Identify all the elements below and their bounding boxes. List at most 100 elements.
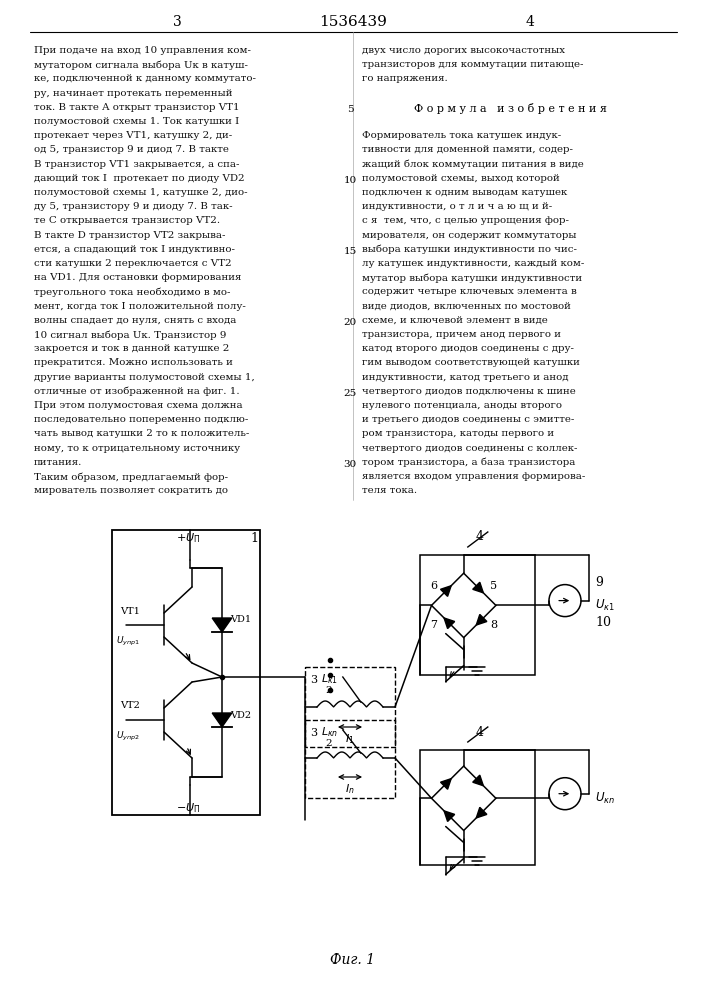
Polygon shape: [440, 779, 451, 789]
Text: 2: 2: [325, 686, 332, 695]
Text: 20: 20: [344, 318, 356, 327]
Polygon shape: [212, 713, 232, 727]
Text: мирователя, он содержит коммутаторы: мирователя, он содержит коммутаторы: [362, 231, 576, 240]
Text: индуктивности, катод третьего и анод: индуктивности, катод третьего и анод: [362, 373, 568, 382]
Text: содержит четыре ключевых элемента в: содержит четыре ключевых элемента в: [362, 287, 577, 296]
Text: тором транзистора, а база транзистора: тором транзистора, а база транзистора: [362, 458, 575, 467]
Text: питания.: питания.: [34, 458, 83, 467]
Text: четвертого диодов подключены к шине: четвертого диодов подключены к шине: [362, 387, 575, 396]
Text: ром транзистора, катоды первого и: ром транзистора, катоды первого и: [362, 429, 554, 438]
Text: Формирователь тока катушек индук-: Формирователь тока катушек индук-: [362, 131, 561, 140]
Text: VD2: VD2: [230, 710, 251, 720]
Text: 5: 5: [346, 105, 354, 114]
Text: 9: 9: [595, 576, 603, 589]
Text: $I_1$: $I_1$: [345, 732, 355, 746]
Text: 8: 8: [490, 619, 497, 630]
Text: $U_{упр2}$: $U_{упр2}$: [116, 729, 140, 743]
Text: 4: 4: [476, 530, 484, 544]
Polygon shape: [473, 775, 484, 786]
Text: жащий блок коммутации питания в виде: жащий блок коммутации питания в виде: [362, 160, 584, 169]
Text: 1536439: 1536439: [319, 15, 387, 29]
Text: од 5, транзистор 9 и диод 7. В такте: од 5, транзистор 9 и диод 7. В такте: [34, 145, 229, 154]
Text: лу катушек индуктивности, каждый ком-: лу катушек индуктивности, каждый ком-: [362, 259, 585, 268]
Text: и третьего диодов соединены с эмитте-: и третьего диодов соединены с эмитте-: [362, 415, 574, 424]
Text: 1: 1: [250, 532, 258, 544]
Text: ке, подключенной к данному коммутато-: ке, подключенной к данному коммутато-: [34, 74, 256, 83]
Bar: [420, 555, 535, 675]
Text: полумостовой схемы, выход которой: полумостовой схемы, выход которой: [362, 174, 560, 183]
Text: транзисторов для коммутации питающе-: транзисторов для коммутации питающе-: [362, 60, 583, 69]
Text: Ф о р м у л а   и з о б р е т е н и я: Ф о р м у л а и з о б р е т е н и я: [414, 103, 607, 114]
Text: При подаче на вход 10 управления ком-: При подаче на вход 10 управления ком-: [34, 46, 251, 55]
Text: полумостовой схемы 1, катушке 2, дио-: полумостовой схемы 1, катушке 2, дио-: [34, 188, 247, 197]
Text: на VD1. Для остановки формирования: на VD1. Для остановки формирования: [34, 273, 241, 282]
Text: 4: 4: [525, 15, 534, 29]
Text: VD1: VD1: [230, 615, 251, 624]
Text: 25: 25: [344, 389, 356, 398]
Bar: [420, 750, 535, 865]
Text: индуктивности, о т л и ч а ю щ и й-: индуктивности, о т л и ч а ю щ и й-: [362, 202, 552, 211]
Text: с я  тем, что, с целью упрощения фор-: с я тем, что, с целью упрощения фор-: [362, 216, 569, 225]
Text: мутатором сигнала выбора Uк в катуш-: мутатором сигнала выбора Uк в катуш-: [34, 60, 248, 70]
Text: При этом полумостовая схема должна: При этом полумостовая схема должна: [34, 401, 243, 410]
Text: те C открывается транзистор VT2.: те C открывается транзистор VT2.: [34, 216, 220, 225]
Text: $U_{упр1}$: $U_{упр1}$: [116, 634, 140, 648]
Text: ному, то к отрицательному источнику: ному, то к отрицательному источнику: [34, 444, 240, 453]
Text: 7: 7: [431, 619, 438, 630]
Text: $U_{\kappa1}$: $U_{\kappa1}$: [595, 598, 615, 613]
Text: 15: 15: [344, 247, 356, 256]
Bar: [112, 530, 260, 815]
Text: сти катушки 2 переключается с VT2: сти катушки 2 переключается с VT2: [34, 259, 232, 268]
Polygon shape: [440, 586, 451, 596]
Text: 6: 6: [431, 581, 438, 591]
Text: подключен к одним выводам катушек: подключен к одним выводам катушек: [362, 188, 567, 197]
Text: протекает через VT1, катушку 2, ди-: протекает через VT1, катушку 2, ди-: [34, 131, 233, 140]
Text: 3: 3: [310, 728, 317, 738]
Text: другие варианты полумостовой схемы 1,: другие варианты полумостовой схемы 1,: [34, 373, 255, 382]
Text: $L_{\kappa n}$: $L_{\kappa n}$: [321, 725, 338, 739]
Text: Фиг. 1: Фиг. 1: [330, 953, 375, 967]
Text: ду 5, транзистору 9 и диоду 7. В так-: ду 5, транзистору 9 и диоду 7. В так-: [34, 202, 233, 211]
Text: +$U_\Pi$: +$U_\Pi$: [176, 531, 200, 545]
Text: прекратится. Можно использовать и: прекратится. Можно использовать и: [34, 358, 233, 367]
Text: транзистора, причем анод первого и: транзистора, причем анод первого и: [362, 330, 561, 339]
Bar: [305, 720, 395, 798]
Text: мент, когда ток I положительной полу-: мент, когда ток I положительной полу-: [34, 302, 246, 311]
Text: четвертого диодов соединены с коллек-: четвертого диодов соединены с коллек-: [362, 444, 578, 453]
Text: мутатор выбора катушки индуктивности: мутатор выбора катушки индуктивности: [362, 273, 582, 283]
Text: отличные от изображенной на фиг. 1.: отличные от изображенной на фиг. 1.: [34, 387, 240, 396]
Polygon shape: [444, 618, 455, 629]
Text: теля тока.: теля тока.: [362, 486, 417, 495]
Text: нулевого потенциала, аноды второго: нулевого потенциала, аноды второго: [362, 401, 562, 410]
Text: ток. В такте A открыт транзистор VT1: ток. В такте A открыт транзистор VT1: [34, 103, 240, 112]
Text: ру, начинает протекать переменный: ру, начинает протекать переменный: [34, 89, 233, 98]
Polygon shape: [473, 582, 484, 593]
Text: виде диодов, включенных по мостовой: виде диодов, включенных по мостовой: [362, 302, 571, 311]
Text: последовательно попеременно подклю-: последовательно попеременно подклю-: [34, 415, 248, 424]
Text: треугольного тока необходимо в мо-: треугольного тока необходимо в мо-: [34, 287, 230, 297]
Text: 3: 3: [310, 675, 317, 685]
Text: В такте D транзистор VT2 закрыва-: В такте D транзистор VT2 закрыва-: [34, 231, 226, 240]
Polygon shape: [444, 811, 455, 821]
Polygon shape: [477, 807, 487, 818]
Text: VT2: VT2: [120, 702, 140, 710]
Text: $L_{\kappa1}$: $L_{\kappa1}$: [321, 672, 338, 686]
Text: мирователь позволяет сократить до: мирователь позволяет сократить до: [34, 486, 228, 495]
Text: чать вывод катушки 2 то к положитель-: чать вывод катушки 2 то к положитель-: [34, 429, 250, 438]
Text: тивности для доменной памяти, содер-: тивности для доменной памяти, содер-: [362, 145, 573, 154]
Polygon shape: [477, 614, 487, 625]
Text: 4: 4: [476, 726, 484, 738]
Text: является входом управления формирова-: является входом управления формирова-: [362, 472, 585, 481]
Text: $U_{\kappa n}$: $U_{\kappa n}$: [595, 791, 615, 806]
Text: выбора катушки индуктивности по чис-: выбора катушки индуктивности по чис-: [362, 245, 577, 254]
Text: 10 сигнал выбора Uк. Транзистор 9: 10 сигнал выбора Uк. Транзистор 9: [34, 330, 226, 340]
Text: В транзистор VT1 закрывается, а спа-: В транзистор VT1 закрывается, а спа-: [34, 160, 240, 169]
Bar: [305, 667, 395, 747]
Text: катод второго диодов соединены с дру-: катод второго диодов соединены с дру-: [362, 344, 574, 353]
Text: полумостовой схемы 1. Ток катушки I: полумостовой схемы 1. Ток катушки I: [34, 117, 239, 126]
Text: 2: 2: [325, 739, 332, 748]
Text: 3: 3: [173, 15, 182, 29]
Polygon shape: [212, 618, 232, 632]
Text: закроется и ток в данной катушке 2: закроется и ток в данной катушке 2: [34, 344, 229, 353]
Text: го напряжения.: го напряжения.: [362, 74, 448, 83]
